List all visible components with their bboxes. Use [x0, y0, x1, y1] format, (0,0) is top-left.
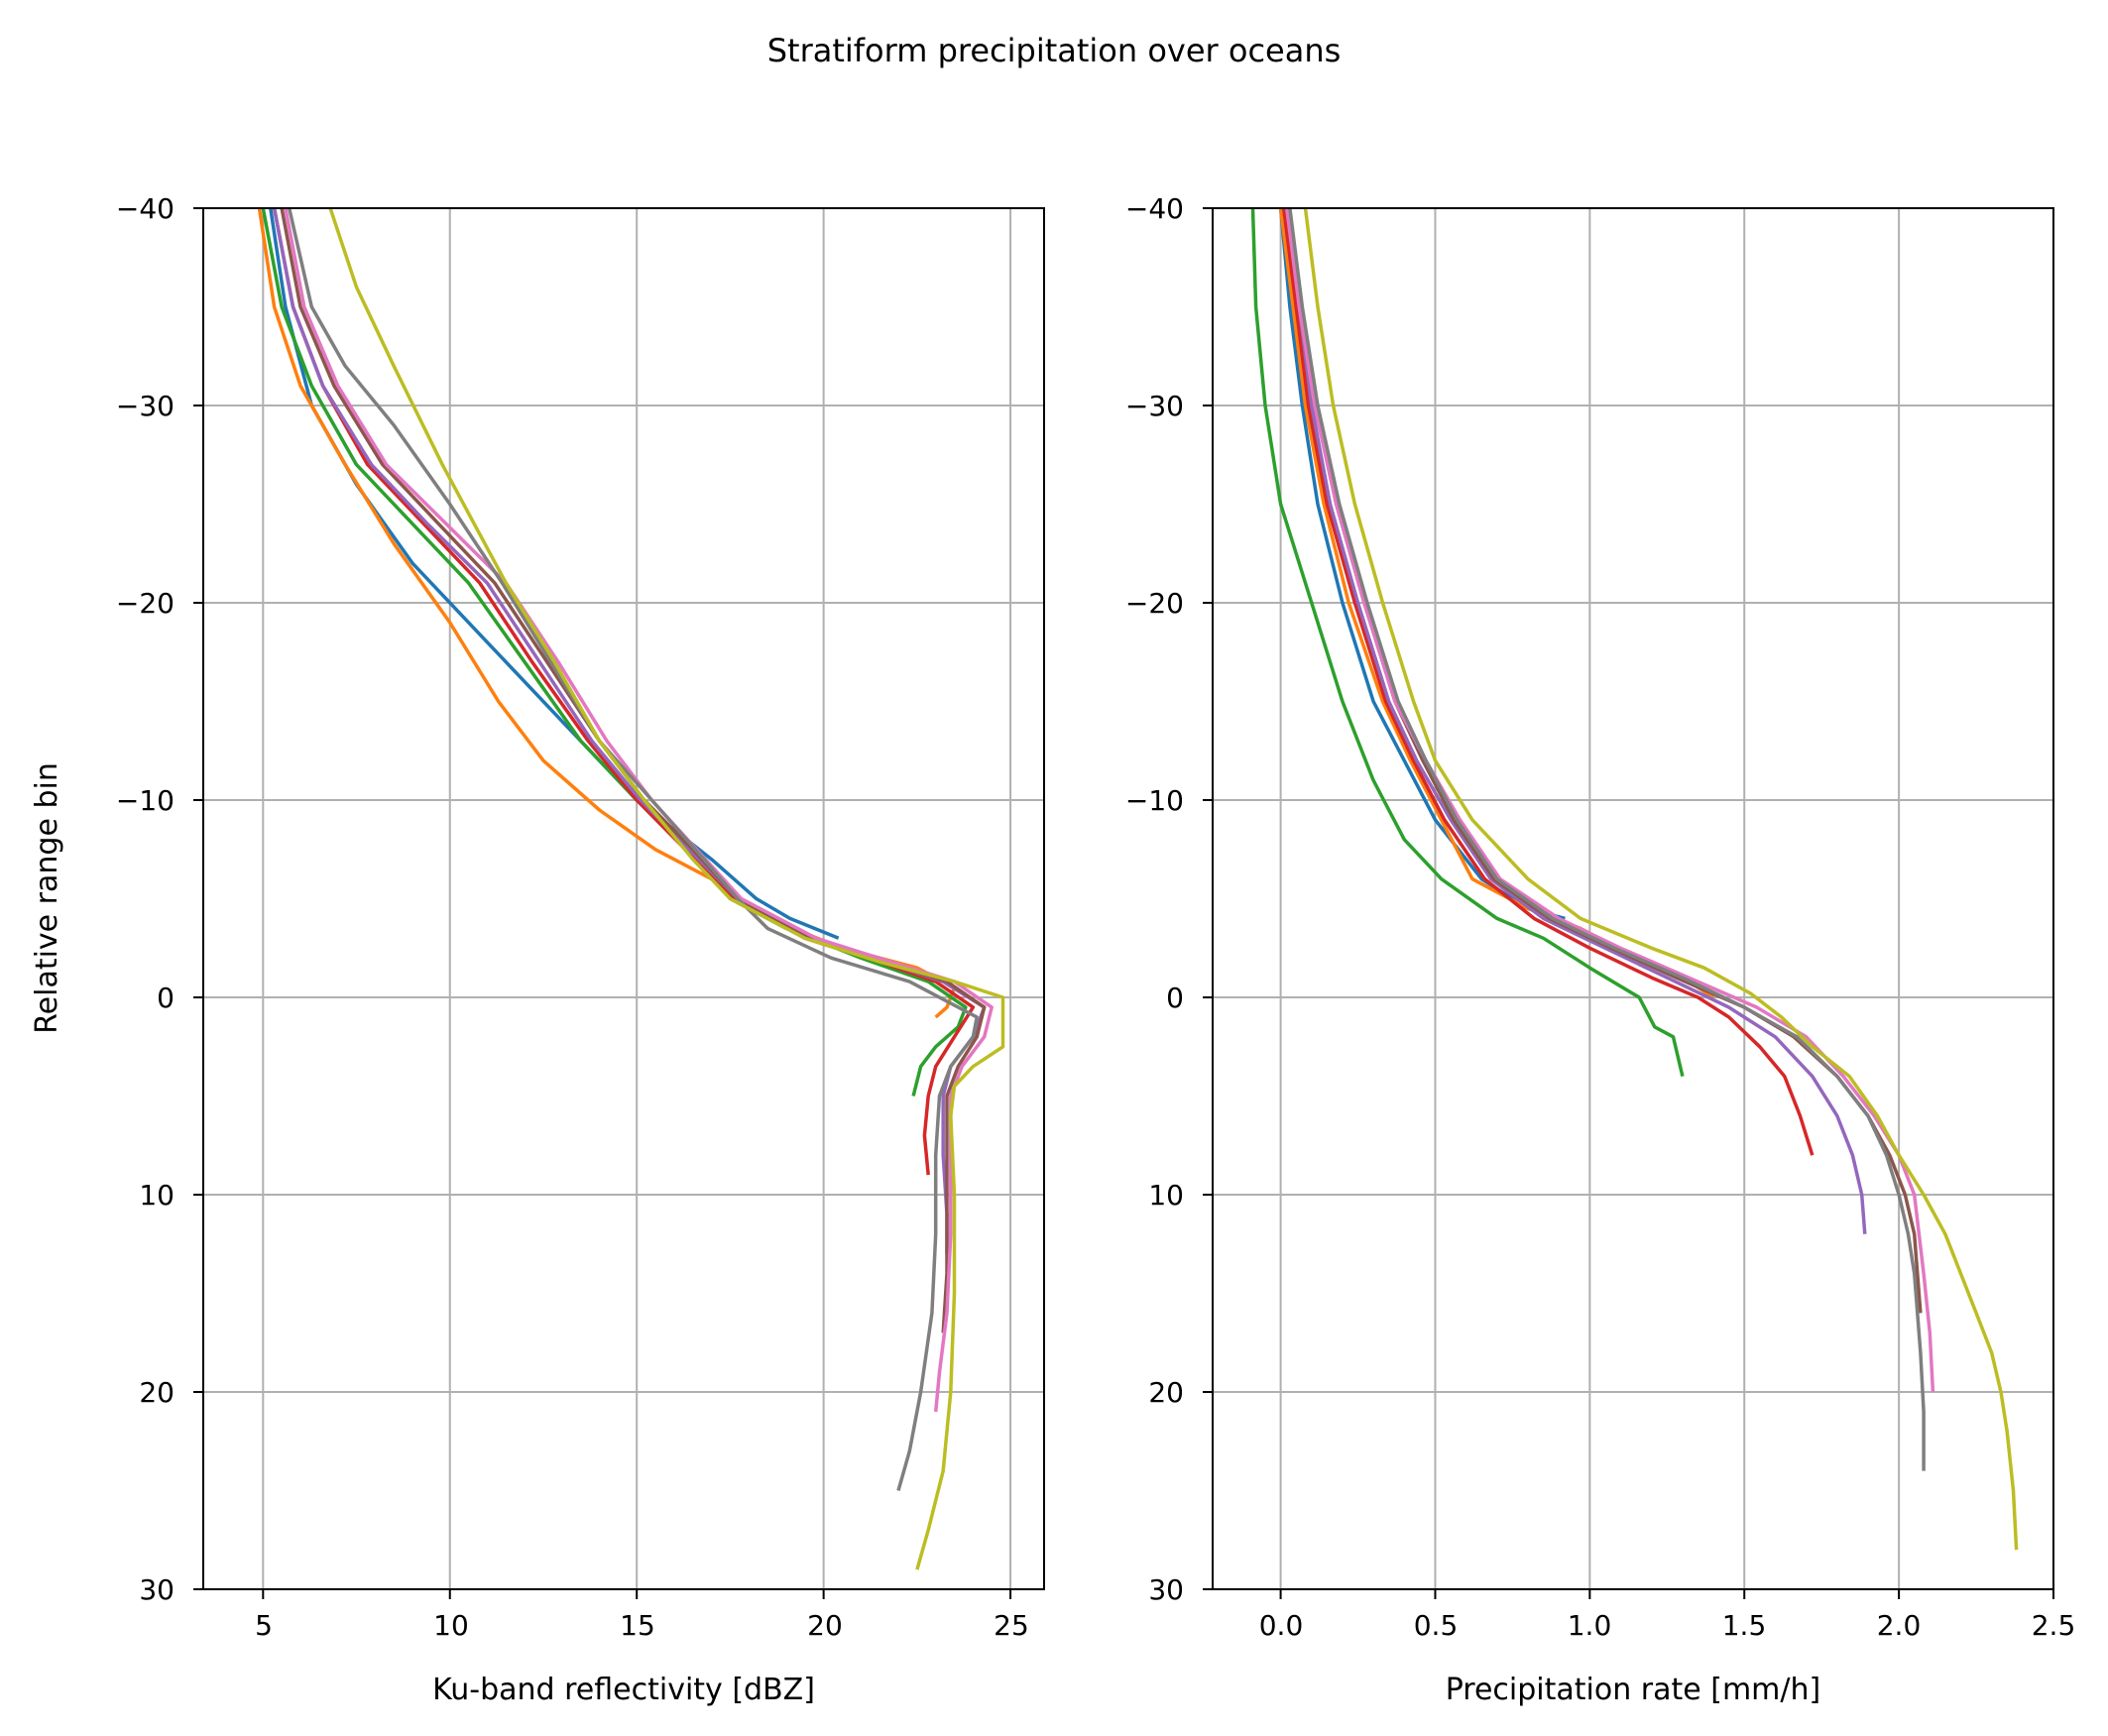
- right-x-tick-label: 2.0: [1877, 1609, 1922, 1642]
- left-panel: 5 10 15 20 25 −40 −30 −20 −10 0 10 20 30…: [30, 192, 1045, 1707]
- left-y-tick-label: −30: [116, 390, 175, 422]
- right-series-line-5: [1285, 207, 1867, 1234]
- left-y-tick-label: 20: [139, 1376, 175, 1409]
- left-tick-marks: [193, 207, 1012, 1599]
- left-y-tick-label: −10: [116, 784, 175, 817]
- left-y-tick-label: 10: [139, 1179, 175, 1212]
- right-y-tick-label: 10: [1148, 1179, 1184, 1212]
- right-x-axis-label: Precipitation rate [mm/h]: [1446, 1673, 1821, 1707]
- right-y-tick-labels: −40 −30 −20 −10 0 10 20 30: [1125, 192, 1184, 1606]
- left-y-axis-label: Relative range bin: [30, 762, 64, 1034]
- left-x-tick-labels: 5 10 15 20 25: [255, 1609, 1029, 1642]
- left-y-tick-labels: −40 −30 −20 −10 0 10 20 30: [116, 192, 175, 1606]
- figure-title: Stratiform precipitation over oceans: [767, 32, 1342, 69]
- right-y-tick-label: −20: [1125, 587, 1184, 620]
- left-y-tick-label: 30: [139, 1573, 175, 1606]
- left-series-line-4: [272, 207, 976, 1176]
- left-x-tick-label: 15: [620, 1609, 655, 1642]
- left-x-tick-label: 10: [433, 1609, 469, 1642]
- left-x-axis-label: Ku-band reflectivity [dBZ]: [432, 1673, 815, 1707]
- left-series-line-6: [280, 207, 987, 1333]
- right-x-tick-label: 1.5: [1722, 1609, 1767, 1642]
- right-y-tick-label: 30: [1148, 1573, 1184, 1606]
- right-series-line-3: [1250, 207, 1685, 1078]
- right-x-tick-label: 0.0: [1259, 1609, 1304, 1642]
- right-x-tick-labels: 0.0 0.5 1.0 1.5 2.0 2.5: [1259, 1609, 2076, 1642]
- right-y-tick-label: −10: [1125, 784, 1184, 817]
- right-panel: 0.0 0.5 1.0 1.5 2.0 2.5 −40 −30 −20 −10 …: [1125, 192, 2075, 1707]
- left-x-tick-label: 25: [994, 1609, 1029, 1642]
- left-series-line-9: [328, 207, 1005, 1570]
- right-series-line-9: [1303, 207, 2019, 1551]
- left-series-line-7: [284, 207, 994, 1413]
- left-plot-lines: [257, 207, 1005, 1570]
- right-y-tick-label: −30: [1125, 390, 1184, 422]
- right-series-line-8: [1288, 207, 1926, 1471]
- right-y-tick-label: 0: [1166, 982, 1184, 1014]
- left-y-tick-label: −20: [116, 587, 175, 620]
- right-y-tick-label: −40: [1125, 192, 1184, 225]
- left-x-tick-label: 20: [807, 1609, 843, 1642]
- right-x-tick-label: 0.5: [1414, 1609, 1459, 1642]
- right-x-tick-label: 2.5: [2032, 1609, 2076, 1642]
- left-y-tick-label: 0: [157, 982, 175, 1014]
- left-plot-frame: [202, 207, 1045, 1590]
- right-plot-lines: [1250, 207, 2019, 1551]
- right-plot-frame: [1212, 207, 2054, 1590]
- right-series-line-4: [1281, 207, 1815, 1156]
- left-series-line-1: [269, 207, 840, 940]
- left-y-tick-label: −40: [116, 192, 175, 225]
- right-series-line-7: [1285, 207, 1935, 1393]
- left-x-tick-label: 5: [255, 1609, 273, 1642]
- right-x-tick-label: 1.0: [1568, 1609, 1612, 1642]
- right-y-tick-label: 20: [1148, 1376, 1184, 1409]
- right-tick-marks: [1203, 207, 2054, 1599]
- left-series-line-8: [287, 207, 979, 1491]
